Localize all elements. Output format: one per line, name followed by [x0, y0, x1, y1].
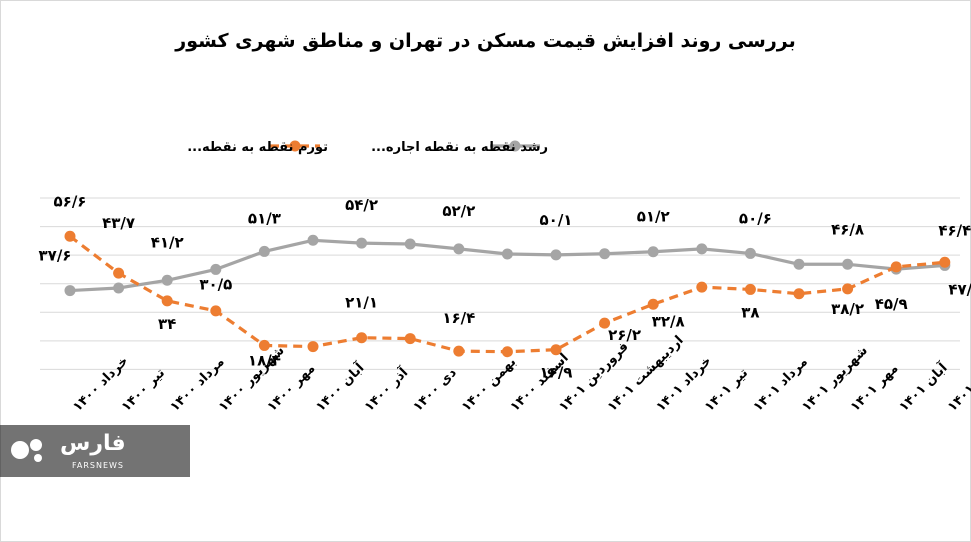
data-point: [744, 247, 756, 259]
legend-marker-1: [509, 140, 521, 152]
chart-title: بررسی روند افزایش قیمت مسکن در تهران و م…: [175, 30, 796, 52]
data-point: [696, 243, 708, 255]
data-point: [793, 288, 805, 300]
data-point: [356, 332, 368, 344]
data-point: [647, 246, 659, 258]
data-point: [842, 283, 854, 295]
data-point: [550, 249, 562, 261]
data-label: ۵۱/۲: [637, 208, 670, 226]
data-label: ۴۶/۸: [831, 220, 864, 238]
data-label: ۵۶/۶: [54, 192, 87, 210]
data-point: [64, 285, 76, 297]
data-point: [501, 248, 513, 260]
data-point: [404, 333, 416, 345]
x-tick-label: آذر ۱۴۰۰: [360, 364, 411, 415]
data-label: ۵۲/۲: [442, 202, 475, 220]
data-point: [113, 282, 125, 294]
data-point: [356, 237, 368, 249]
data-point: [258, 339, 270, 351]
legend-marker-0: [289, 140, 301, 152]
data-label: ۲۶/۲: [608, 326, 641, 344]
data-label: ۱۶/۴: [442, 309, 475, 327]
legend-label-1: رشد نقطه به نقطه اجاره...: [371, 140, 548, 155]
data-label: ۳۸: [741, 303, 759, 321]
data-point: [647, 298, 659, 310]
data-label: ۵۱/۳: [248, 209, 281, 227]
data-point: [550, 344, 562, 356]
data-point: [453, 243, 465, 255]
data-label: ۳۴: [158, 315, 176, 333]
farsnews-logo-icon: [11, 439, 42, 462]
watermark-sub: FARSNEWS: [72, 461, 125, 470]
data-label: ۴۱/۲: [151, 233, 184, 251]
data-label: ۳۸/۲: [831, 300, 864, 318]
x-tick-label: تیر ۱۴۰۰: [119, 366, 168, 415]
data-label: ۴۳/۷: [102, 214, 135, 232]
data-label: ۳۲/۸: [652, 312, 685, 330]
data-point: [210, 263, 222, 275]
x-tick-label: دی ۱۴۰۰: [410, 365, 460, 415]
data-point: [599, 317, 611, 329]
data-point: [161, 295, 173, 307]
data-label: ۳۷/۶: [39, 247, 72, 265]
data-point: [793, 258, 805, 270]
data-point: [113, 267, 125, 279]
legend-label-0: تورم نقطه به نقطه...: [187, 140, 328, 155]
watermark-brand: فارس: [60, 431, 126, 456]
data-point: [696, 281, 708, 293]
data-point: [939, 256, 951, 268]
data-label: ۵۰/۶: [739, 209, 772, 227]
data-point: [453, 345, 465, 357]
data-label: ۵۰/۱: [540, 211, 573, 229]
x-tick-label: آبان ۱۴۰۱: [895, 359, 951, 415]
data-point: [161, 274, 173, 286]
data-label: ۱۶/۹: [540, 364, 573, 382]
data-point: [404, 238, 416, 250]
data-point: [599, 248, 611, 260]
farsnews-watermark: فارس FARSNEWS: [0, 425, 190, 477]
x-tick-label: تیر ۱۴۰۱: [702, 366, 751, 415]
x-tick-label: آبان ۱۴۰۰: [312, 359, 368, 415]
data-label: ۵۴/۲: [345, 196, 378, 214]
data-point: [744, 283, 756, 295]
data-label: ۴۶/۴: [938, 221, 971, 239]
data-point: [64, 230, 76, 242]
data-label: ۳۰/۵: [199, 275, 232, 293]
data-point: [307, 341, 319, 353]
data-point: [258, 245, 270, 257]
data-point: [307, 234, 319, 246]
data-point: [890, 261, 902, 273]
data-label: ۴۵/۹: [875, 295, 908, 313]
data-point: [501, 346, 513, 358]
data-label: ۲۱/۱: [345, 294, 378, 312]
data-point: [210, 305, 222, 317]
data-point: [842, 258, 854, 270]
data-label: ۱۸/۴: [248, 351, 281, 369]
data-label: ۴۷/۵: [948, 280, 971, 298]
